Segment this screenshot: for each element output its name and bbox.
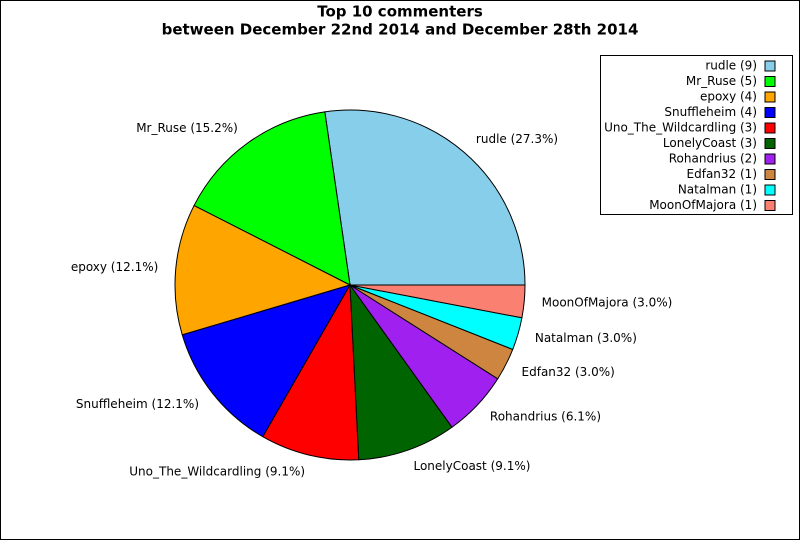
legend-swatch (764, 76, 776, 87)
legend-label: Edfan32 (1) (687, 167, 757, 181)
slice-label: Uno_The_Wildcardling (9.1%) (129, 465, 305, 479)
legend-label: LonelyCoast (3) (663, 136, 757, 150)
pie-slice (193, 111, 351, 286)
legend-box (600, 55, 793, 215)
pie-slice (324, 109, 526, 286)
legend-label: rudle (9) (705, 59, 757, 73)
legend-label: Natalman (1) (678, 183, 757, 197)
pie-slice (174, 204, 352, 336)
slice-label: Mr_Ruse (15.2%) (136, 121, 238, 135)
legend-label: Mr_Ruse (5) (686, 74, 757, 88)
legend-swatch (764, 153, 776, 165)
legend-swatch (764, 107, 776, 118)
legend-label: Snuffleheim (4) (664, 105, 757, 119)
chart-subtitle: between December 22nd 2014 and December … (162, 21, 639, 39)
legend-label: Rohandrius (2) (669, 152, 757, 166)
chart-title: Top 10 commenters (317, 3, 483, 21)
slice-label: Natalman (3.0%) (535, 331, 637, 345)
legend-swatch (764, 122, 776, 134)
legend-label: MoonOfMajora (1) (649, 198, 757, 212)
pie-slice (349, 283, 453, 461)
slice-label: MoonOfMajora (3.0%) (542, 296, 673, 310)
slice-label: LonelyCoast (9.1%) (413, 459, 530, 473)
legend-swatch (764, 200, 776, 211)
legend-label: Uno_The_Wildcardling (3) (604, 121, 757, 135)
legend-swatch (764, 184, 776, 196)
slice-label: epoxy (12.1%) (71, 260, 158, 274)
slice-label: Rohandrius (6.1%) (490, 410, 601, 424)
legend-swatch (764, 169, 776, 180)
legend-swatch (764, 91, 776, 103)
slice-label: Edfan32 (3.0%) (522, 365, 615, 379)
slice-label: Snuffleheim (12.1%) (76, 397, 199, 411)
slice-label: rudle (27.3%) (476, 132, 558, 146)
pie-slice (349, 284, 526, 319)
pie-slice (262, 283, 360, 461)
legend-swatch (764, 60, 776, 72)
legend-label: epoxy (4) (700, 90, 757, 104)
pie-slice (181, 284, 352, 438)
legend-swatch (764, 138, 776, 149)
